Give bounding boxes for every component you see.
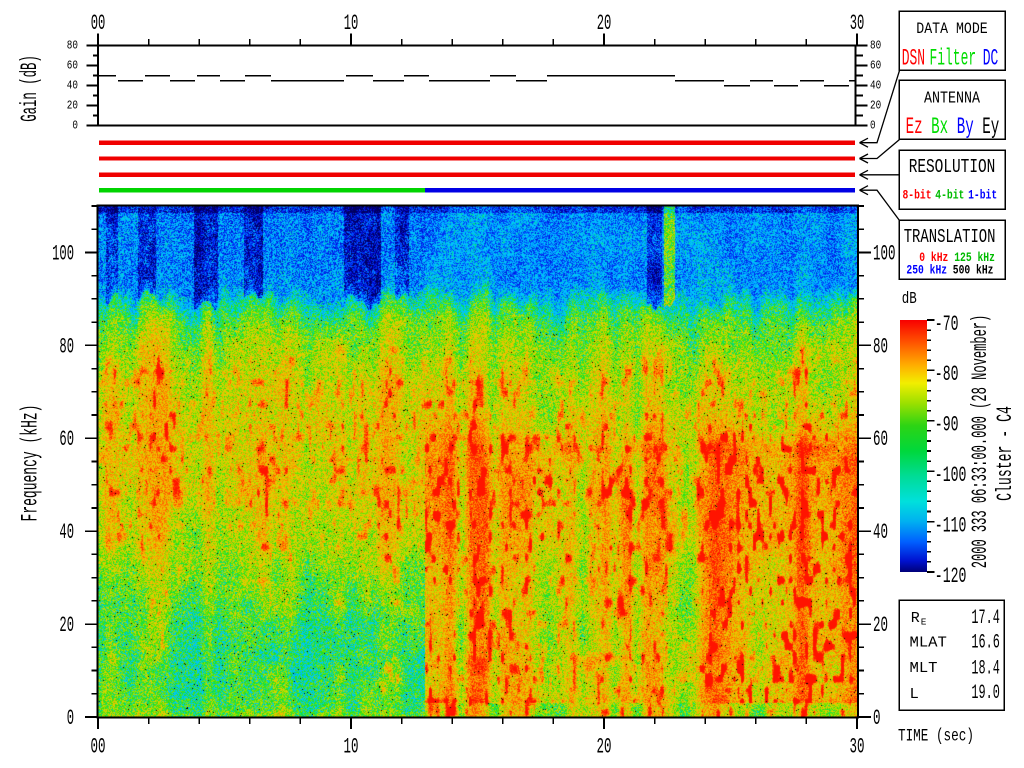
svg-text:20: 20 [597, 12, 612, 37]
svg-text:40: 40 [59, 521, 74, 546]
svg-text:00: 00 [91, 12, 106, 37]
svg-text:1-bit: 1-bit [968, 188, 997, 203]
svg-text:30: 30 [850, 12, 865, 37]
svg-text:250 kHz: 250 kHz [906, 263, 947, 278]
svg-text:-80: -80 [935, 363, 959, 387]
svg-text:40: 40 [873, 521, 888, 546]
svg-text:0: 0 [873, 707, 880, 732]
svg-text:40: 40 [870, 80, 881, 93]
svg-text:0: 0 [72, 120, 78, 133]
svg-text:100: 100 [873, 242, 895, 267]
svg-text:0: 0 [870, 120, 876, 133]
svg-text:4-bit: 4-bit [935, 188, 964, 203]
svg-text:Ey: Ey [982, 114, 999, 140]
svg-text:40: 40 [67, 80, 78, 93]
svg-text:0 kHz: 0 kHz [919, 251, 948, 266]
svg-text:E: E [921, 616, 927, 627]
svg-text:125 kHz: 125 kHz [954, 251, 995, 266]
svg-text:R: R [911, 610, 920, 627]
svg-text:60: 60 [870, 60, 881, 73]
svg-text:-90: -90 [935, 414, 959, 438]
svg-text:18.4: 18.4 [971, 658, 999, 681]
svg-text:RESOLUTION: RESOLUTION [909, 157, 996, 178]
svg-text:-70: -70 [935, 313, 959, 337]
svg-text:DATA MODE: DATA MODE [916, 21, 987, 38]
svg-text:-100: -100 [935, 464, 967, 488]
svg-text:19.0: 19.0 [971, 682, 999, 705]
svg-text:By: By [957, 114, 974, 140]
svg-text:L: L [910, 685, 919, 703]
svg-text:20: 20 [597, 735, 612, 760]
svg-text:16.6: 16.6 [971, 632, 999, 655]
svg-text:17.4: 17.4 [971, 607, 999, 630]
svg-text:80: 80 [67, 40, 78, 53]
svg-text:Gain (dB): Gain (dB) [17, 55, 43, 122]
svg-text:500 kHz: 500 kHz [953, 263, 994, 278]
svg-text:20: 20 [870, 100, 881, 113]
svg-text:dB: dB [902, 291, 917, 309]
svg-text:80: 80 [873, 335, 888, 360]
svg-text:-120: -120 [935, 565, 967, 589]
svg-text:60: 60 [873, 428, 888, 453]
svg-text:100: 100 [52, 242, 74, 267]
svg-text:-110: -110 [935, 514, 967, 538]
svg-text:TIME (sec): TIME (sec) [898, 726, 974, 747]
svg-text:80: 80 [59, 335, 74, 360]
svg-text:ANTENNA: ANTENNA [924, 89, 980, 108]
svg-text:60: 60 [59, 428, 74, 453]
svg-text:MLT: MLT [910, 659, 938, 677]
svg-text:Frequency (kHz): Frequency (kHz) [17, 405, 44, 522]
svg-text:00: 00 [91, 735, 106, 760]
svg-text:Bx: Bx [931, 114, 948, 140]
svg-text:Filter: Filter [930, 46, 977, 72]
svg-text:Cluster - C4: Cluster - C4 [994, 406, 1018, 501]
svg-text:80: 80 [870, 40, 881, 53]
svg-text:10: 10 [344, 735, 359, 760]
svg-text:20: 20 [59, 614, 74, 639]
svg-text:20: 20 [67, 100, 78, 113]
svg-text:60: 60 [67, 60, 78, 73]
svg-text:MLAT: MLAT [910, 634, 947, 652]
svg-text:30: 30 [850, 735, 865, 760]
svg-text:10: 10 [344, 12, 359, 37]
svg-text:20: 20 [873, 614, 888, 639]
svg-text:8-bit: 8-bit [903, 188, 932, 203]
svg-text:DSN: DSN [902, 46, 925, 72]
svg-text:TRANSLATION: TRANSLATION [904, 226, 996, 248]
svg-text:DC: DC [983, 46, 999, 72]
svg-text:0: 0 [67, 707, 74, 732]
svg-text:Ez: Ez [906, 114, 923, 140]
svg-text:2000 333 06:33:00.000 (28 Nove: 2000 333 06:33:00.000 (28 November) [969, 315, 994, 569]
